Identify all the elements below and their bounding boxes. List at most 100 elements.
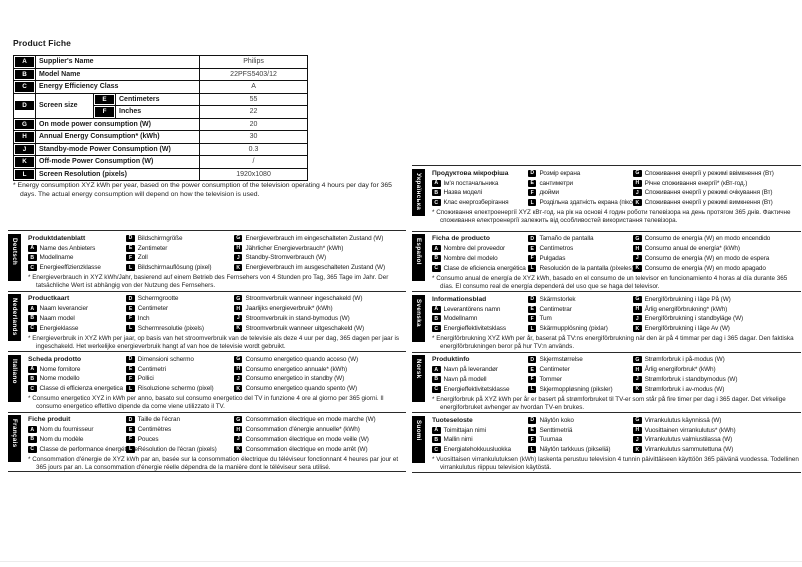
spec-item: G Споживання енергії у режимі ввімкнення …	[633, 169, 801, 179]
spec-item: C Classe di efficienza energetica	[28, 384, 126, 394]
key-badge: D	[126, 416, 135, 424]
key-badge: G	[633, 235, 642, 243]
row-label: Off-mode Power Consumption (W)	[34, 155, 201, 169]
table-row-off-mode-power: K Off-mode Power Consumption (W) /	[13, 155, 309, 169]
spec-item: L Risoluzione schermo (pixel)	[126, 384, 234, 394]
key-badge: F	[126, 375, 135, 383]
key-badge: J	[233, 435, 243, 443]
key-badge: L	[527, 264, 537, 272]
table-row-model: B Model Name 22PFS5403/12	[13, 67, 309, 81]
section-col-3: G Consumo de energía (W) en modo encendid…	[633, 234, 801, 273]
spec-item: L Skjermoppløsning (piksler)	[527, 384, 633, 394]
section-col-2: D Tamaño de pantalla E Centímetros F Pulgadas…	[527, 234, 634, 273]
spec-label: Modellnamn	[443, 315, 478, 323]
key-badge: F	[527, 254, 537, 262]
spec-label: Schermresolutie (pixels)	[137, 324, 204, 332]
language-section-left-2: Italiano Scheda prodotto A Nome fornitore B N…	[8, 351, 406, 412]
language-tab: Español	[412, 234, 425, 281]
spec-item: B Mallin nimi	[432, 435, 528, 445]
spec-label: Zoll	[137, 254, 148, 262]
section-footnote: * Consommation d'énergie de XYZ kWh par …	[28, 455, 399, 471]
spec-item: G Consumo de energía (W) en modo encendid…	[633, 234, 801, 244]
row-label: On mode power consumption (W)	[34, 117, 201, 131]
spec-item: D Розмір екрана	[527, 169, 633, 179]
spec-label: Consommation d'énergie annuelle* (kWh)	[245, 426, 360, 434]
spec-label: Consumo energetico annuale* (kWh)	[245, 365, 347, 373]
section-col-3: G Virrankulutus käynnissä (W) H Vuosittaine…	[633, 416, 801, 455]
key-badge: D	[527, 356, 537, 364]
key-badge: G	[633, 169, 642, 177]
section-col-1: Scheda prodotto A Nome fornitore B Nome mode…	[28, 355, 126, 394]
spec-item: K Consumo de energía (W) en modo apagado	[633, 263, 801, 273]
spec-label: Navn på modell	[443, 375, 487, 383]
spec-label: Årlig energiförbrukning* (kWh)	[644, 305, 728, 313]
key-badge: A	[432, 179, 441, 187]
spec-label: Consumo energetico in standby (W)	[245, 375, 345, 383]
section-title: Продуктова мікрофіша	[432, 169, 509, 177]
key-badge: B	[28, 314, 37, 322]
spec-label: Skärmupplösning (pixlar)	[539, 325, 608, 333]
spec-label: Classe di efficienza energetica	[39, 385, 124, 393]
key-badge: F	[95, 107, 114, 117]
spec-label: Centimetri	[137, 365, 166, 373]
spec-item: G Energieverbrauch im eingeschalteten Zus…	[233, 234, 406, 244]
spec-item: F Pulgadas	[527, 254, 633, 264]
spec-label: Resolución de la pantalla (píxeles)	[539, 264, 634, 272]
row-label: Standby-mode Power Consumption (W)	[34, 142, 201, 156]
spec-item: A Nome fornitore	[28, 364, 126, 374]
spec-item: J Virrankulutus valmiustilassa (W)	[633, 435, 801, 445]
spec-label: Energieffektivitetsklasse	[443, 385, 510, 393]
spec-item: A Ім'я постачальника	[432, 178, 528, 188]
spec-item: C Energieffektivitetsklasse	[432, 384, 528, 394]
spec-item: E Centimetri	[126, 364, 234, 374]
spec-item: H Consumo energetico annuale* (kWh)	[233, 364, 406, 374]
spec-label: Consommation électrique en mode veille (…	[245, 435, 369, 443]
spec-item: D Skärmstorlek	[527, 295, 633, 305]
row-label: Supplier's Name	[34, 55, 201, 69]
spec-label: Tum	[539, 315, 552, 323]
key-badge: F	[527, 375, 537, 383]
section-content: Tuoteseloste A Toimittajan nimi B Mallin nim…	[425, 416, 801, 473]
spec-label: Consumo de energía (W) en modo apagado	[644, 264, 766, 272]
spec-item: B Modellnamn	[432, 314, 528, 324]
key-badge: E	[95, 94, 114, 104]
spec-item: L Роздільна здатність екрана (пікселі)	[527, 198, 642, 208]
spec-label: Consommation électrique en mode marche (…	[245, 416, 376, 424]
spec-label: Leverantörens namn	[443, 305, 501, 313]
spec-label: Розмір екрана	[539, 169, 581, 177]
spec-label: Modellname	[39, 254, 74, 262]
language-name: Українська	[415, 172, 422, 210]
key-badge: G	[233, 355, 243, 363]
spec-label: Virrankulutus sammutettuna (W)	[644, 446, 734, 454]
language-tab: Italiano	[8, 354, 21, 402]
key-badge: H	[233, 426, 243, 434]
spec-item: F Pollici	[126, 374, 234, 384]
spec-item: K Energiförbrukning i läge Av (W)	[633, 324, 801, 334]
spec-item: K Споживання енергії у режимі вимкнення (…	[633, 198, 801, 208]
key-badge: J	[15, 144, 34, 154]
spec-label: Vuosittainen virrankulutus* (kWh)	[644, 426, 736, 434]
section-content: Produktinfo A Navn på leverandør B Navn på m…	[425, 355, 801, 412]
key-badge: B	[28, 254, 37, 262]
key-badge: E	[126, 365, 135, 373]
key-badge: F	[126, 314, 135, 322]
key-badge: L	[527, 199, 537, 207]
spec-label: Skärmstorlek	[539, 295, 576, 303]
table-row-resolution: L Screen Resolution (pixels) 1920x1080	[13, 167, 309, 181]
key-badge: B	[432, 189, 441, 197]
spec-item: J Energiförbrukning i standbyläge (W)	[633, 314, 801, 324]
language-section-left-1: Nederlands Productkaart A Naam leverancier B…	[8, 290, 406, 352]
spec-item: F Pouces	[126, 435, 234, 445]
key-badge: H	[633, 426, 642, 434]
language-name: Suomi	[415, 419, 422, 441]
spec-label: Centimeter	[539, 366, 570, 374]
section-footnote: * Energieverbruik in XYZ kWh per jaar, o…	[28, 334, 400, 350]
spec-label: Classe de performance énergétique	[39, 445, 138, 453]
section-col-3: G Energieverbrauch im eingeschalteten Zus…	[233, 234, 406, 273]
spec-label: Pouces	[137, 435, 159, 443]
section-col-3: G Strømforbruk i på-modus (W) H Årlig energ…	[633, 355, 801, 394]
spec-item: A Naam leverancier	[28, 304, 126, 314]
section-col-2: D Skärmstorlek E Centimetrar F Tum L Skärmupplö…	[527, 295, 633, 334]
key-badge: G	[15, 119, 34, 129]
